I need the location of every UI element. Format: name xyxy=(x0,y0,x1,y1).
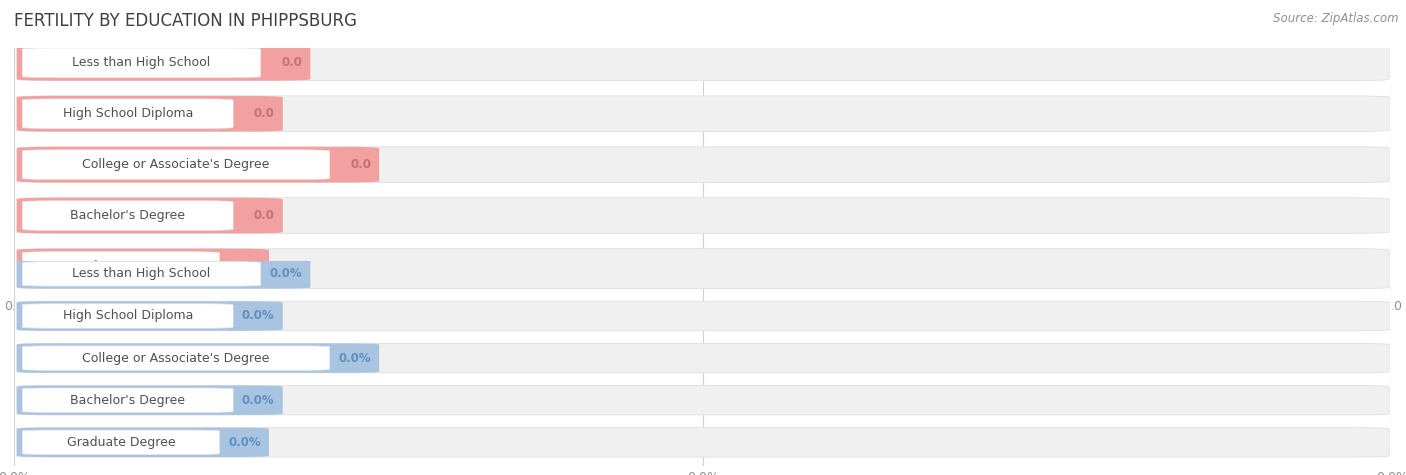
FancyBboxPatch shape xyxy=(17,343,380,373)
Text: 0.0: 0.0 xyxy=(240,260,260,273)
Text: 0.0%: 0.0% xyxy=(242,310,274,323)
FancyBboxPatch shape xyxy=(17,259,1389,289)
FancyBboxPatch shape xyxy=(22,201,233,230)
FancyBboxPatch shape xyxy=(17,96,283,132)
Text: 0.0: 0.0 xyxy=(281,56,302,69)
FancyBboxPatch shape xyxy=(17,249,269,285)
FancyBboxPatch shape xyxy=(22,346,329,371)
FancyBboxPatch shape xyxy=(17,259,311,289)
FancyBboxPatch shape xyxy=(17,147,1389,182)
Text: FERTILITY BY EDUCATION IN PHIPPSBURG: FERTILITY BY EDUCATION IN PHIPPSBURG xyxy=(14,12,357,30)
FancyBboxPatch shape xyxy=(22,99,233,128)
FancyBboxPatch shape xyxy=(22,304,233,328)
FancyBboxPatch shape xyxy=(17,147,380,182)
Text: 0.0%: 0.0% xyxy=(228,436,260,449)
FancyBboxPatch shape xyxy=(17,386,283,415)
FancyBboxPatch shape xyxy=(17,249,1389,285)
Text: 0.0%: 0.0% xyxy=(339,352,371,365)
FancyBboxPatch shape xyxy=(17,343,1389,373)
FancyBboxPatch shape xyxy=(17,96,1389,132)
FancyBboxPatch shape xyxy=(17,301,1389,331)
FancyBboxPatch shape xyxy=(17,45,311,81)
FancyBboxPatch shape xyxy=(22,48,260,77)
FancyBboxPatch shape xyxy=(17,198,283,233)
FancyBboxPatch shape xyxy=(17,386,1389,415)
Text: Less than High School: Less than High School xyxy=(72,267,211,280)
FancyBboxPatch shape xyxy=(22,150,329,180)
Text: Bachelor's Degree: Bachelor's Degree xyxy=(70,394,186,407)
Text: 0.0%: 0.0% xyxy=(242,394,274,407)
FancyBboxPatch shape xyxy=(17,428,269,457)
Text: 0.0%: 0.0% xyxy=(270,267,302,280)
FancyBboxPatch shape xyxy=(17,45,1389,81)
FancyBboxPatch shape xyxy=(17,428,1389,457)
Text: 0.0: 0.0 xyxy=(253,107,274,120)
Text: 0.0: 0.0 xyxy=(253,209,274,222)
Text: Source: ZipAtlas.com: Source: ZipAtlas.com xyxy=(1274,12,1399,25)
Text: High School Diploma: High School Diploma xyxy=(62,107,193,120)
Text: College or Associate's Degree: College or Associate's Degree xyxy=(83,352,270,365)
FancyBboxPatch shape xyxy=(22,430,219,455)
FancyBboxPatch shape xyxy=(22,262,260,286)
FancyBboxPatch shape xyxy=(22,388,233,412)
Text: Graduate Degree: Graduate Degree xyxy=(66,436,176,449)
FancyBboxPatch shape xyxy=(22,252,219,281)
FancyBboxPatch shape xyxy=(17,301,283,331)
Text: Less than High School: Less than High School xyxy=(72,56,211,69)
Text: College or Associate's Degree: College or Associate's Degree xyxy=(83,158,270,171)
FancyBboxPatch shape xyxy=(17,198,1389,233)
Text: High School Diploma: High School Diploma xyxy=(62,310,193,323)
Text: Graduate Degree: Graduate Degree xyxy=(66,260,176,273)
Text: 0.0: 0.0 xyxy=(350,158,371,171)
Text: Bachelor's Degree: Bachelor's Degree xyxy=(70,209,186,222)
